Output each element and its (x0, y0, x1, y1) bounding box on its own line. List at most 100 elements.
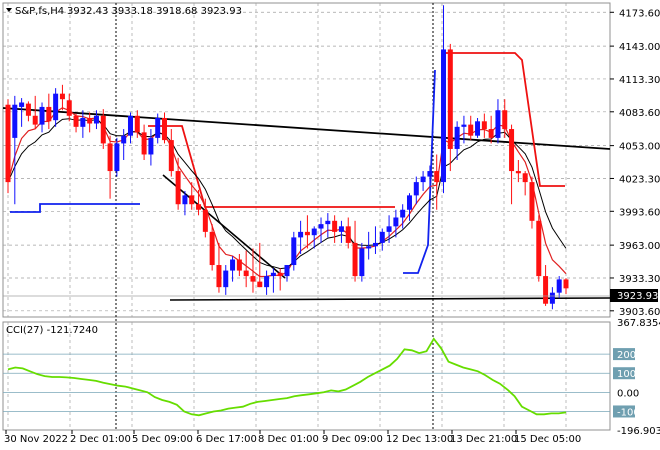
cci-indicator (3, 337, 610, 417)
candle-body (441, 49, 447, 183)
candle-body (53, 93, 59, 121)
candle-body (386, 226, 392, 232)
candle-body (509, 129, 515, 172)
candle-body (46, 106, 52, 122)
candle-body (454, 126, 460, 149)
cci-tick-label: 367.8354 (617, 318, 660, 329)
candle-body (400, 209, 406, 218)
time-tick-label: 12 Dec 13:00 (386, 434, 453, 445)
candle-body (277, 272, 283, 277)
price-tick-label: 3933.30 (619, 274, 660, 285)
time-tick-label: 30 Nov 2022 (4, 434, 68, 445)
price-axis: 4173.60 4143.00 4113.30 4083.60 4053.00 4023.… (610, 8, 660, 318)
candle-body (434, 171, 440, 183)
candle-body (32, 115, 38, 125)
support-line (169, 297, 611, 301)
symbol-label: S&P,fs,H4 (15, 6, 64, 17)
candle-body (366, 246, 372, 249)
candle-body (100, 115, 106, 144)
cci-tick-label: 100 (617, 369, 636, 380)
candle-body (515, 171, 521, 174)
price-tick-label: 3993.60 (619, 207, 660, 218)
candle-body (298, 231, 304, 238)
candle-body (236, 259, 242, 271)
cci-panel[interactable] (2, 321, 611, 431)
candle-body (202, 209, 208, 232)
current-price-label: 3923.93 (617, 291, 658, 302)
time-tick-label: 9 Dec 09:00 (322, 434, 383, 445)
candle-body (155, 117, 161, 138)
candle-body (25, 103, 31, 116)
candle-body (257, 281, 263, 288)
cci-label: CCI(27) -121.7240 (6, 325, 98, 336)
candle-body (536, 220, 542, 277)
candle-body (427, 171, 433, 177)
candle-body (250, 276, 256, 282)
candle-body (5, 104, 11, 183)
current-price-marker: 3923.93 (3, 289, 658, 302)
candle-body (475, 121, 481, 136)
cci-tick-label: -196.9038 (617, 426, 660, 437)
price-tick-label: 4143.00 (619, 42, 660, 53)
cci-tick-label: 0.00 (617, 388, 639, 399)
candle-body (468, 124, 474, 136)
cci-tick-label: -100 (617, 407, 640, 418)
period-separators (115, 3, 434, 430)
price-tick-label: 4053.00 (619, 142, 660, 153)
cci-level-badge (613, 348, 635, 361)
channel-line[interactable] (162, 174, 286, 279)
candle-body (66, 100, 72, 116)
candle-body (393, 217, 399, 227)
candle-body (230, 259, 236, 271)
candle-body (413, 182, 419, 196)
candle-body (107, 143, 113, 172)
candle-body (59, 93, 65, 100)
candle-body (549, 292, 555, 304)
candlesticks (5, 5, 569, 310)
candle-body (529, 182, 535, 221)
candle-body (39, 106, 45, 125)
candle-body (80, 117, 86, 127)
time-tick-label: 15 Dec 05:00 (514, 434, 581, 445)
cci-axis: 367.8354 200 100 0.00 -100 -196.9038 (613, 318, 660, 437)
candle-body (270, 272, 276, 277)
candle-body (447, 49, 453, 149)
candle-body (332, 220, 338, 232)
candle-body (352, 242, 358, 277)
candle-body (141, 132, 147, 155)
dropdown-arrow-icon[interactable] (6, 8, 12, 12)
candle-body (563, 279, 569, 289)
candle-body (168, 140, 174, 172)
candle-body (148, 137, 154, 155)
candle-body (189, 195, 195, 205)
candle-body (420, 176, 426, 183)
blue-band (10, 69, 436, 274)
price-tick-label: 3903.60 (619, 307, 660, 318)
candle-body (134, 115, 140, 133)
candle-body (19, 102, 25, 107)
candle-body (93, 115, 99, 124)
candle-body (12, 104, 18, 138)
candle-body (522, 173, 528, 183)
candle-body (359, 248, 365, 277)
candle-body (209, 231, 215, 266)
time-axis: 30 Nov 2022 2 Dec 01:00 5 Dec 09:00 6 Dec 1… (4, 430, 581, 445)
candle-body (127, 115, 133, 136)
time-tick-label: 6 Dec 17:00 (196, 434, 257, 445)
cci-line (7, 337, 567, 417)
candle-body (481, 121, 487, 130)
candle-body (264, 276, 270, 288)
price-panel[interactable] (2, 2, 611, 318)
candle-body (87, 117, 93, 124)
candle-body (488, 129, 494, 138)
price-tick-label: 4173.60 (619, 8, 660, 19)
candle-body (311, 228, 317, 236)
cci-level-badge (613, 405, 635, 418)
candle-body (196, 204, 202, 210)
price-tick-label: 4023.30 (619, 174, 660, 185)
candle-body (502, 110, 508, 130)
candle-body (379, 231, 385, 243)
descending-trendline[interactable] (2, 107, 611, 150)
candle-body (461, 124, 467, 127)
